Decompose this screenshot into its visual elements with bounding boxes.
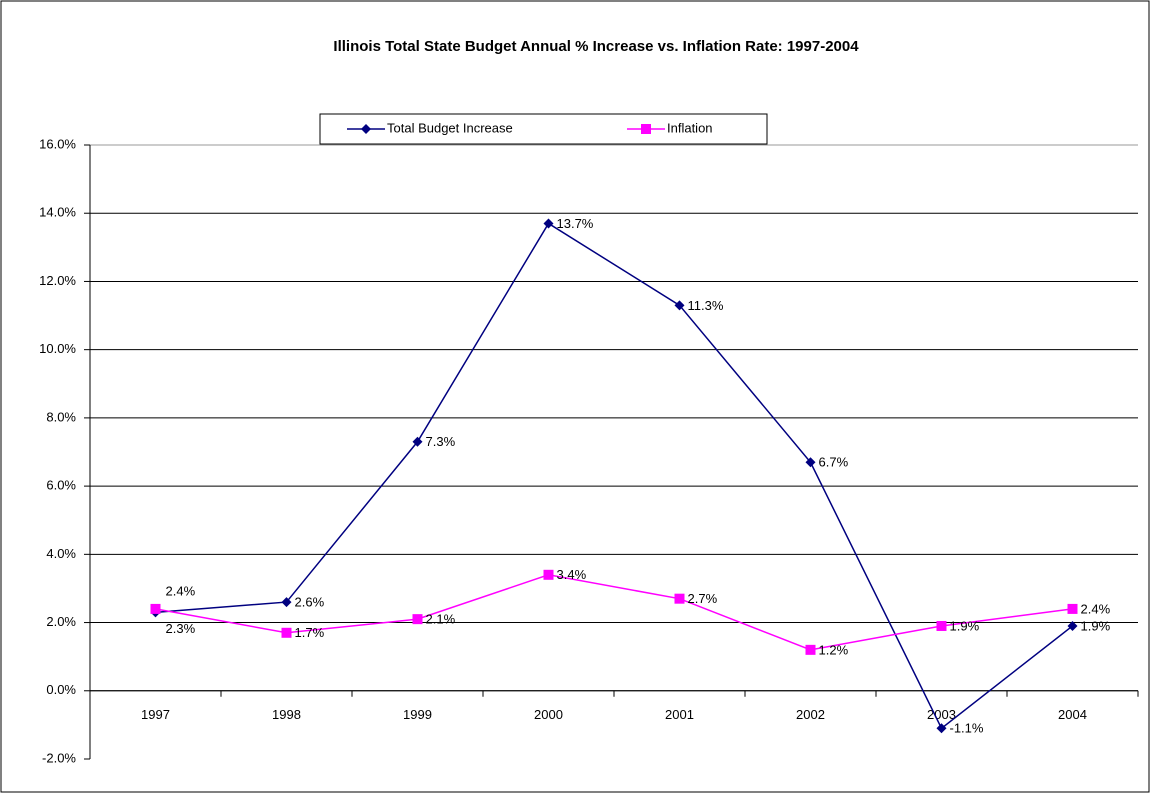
marker — [543, 569, 554, 580]
data-label: 6.7% — [819, 455, 849, 470]
y-tick-label: 6.0% — [46, 478, 76, 493]
x-tick-label: 2000 — [534, 707, 563, 722]
legend-label: Inflation — [667, 120, 713, 135]
data-label: 2.4% — [166, 583, 196, 598]
x-tick-label: 1997 — [141, 707, 170, 722]
marker — [412, 614, 423, 625]
y-tick-label: 14.0% — [39, 205, 76, 220]
legend-box — [319, 113, 768, 145]
marker — [412, 436, 423, 447]
y-tick-label: 4.0% — [46, 546, 76, 561]
marker — [674, 593, 685, 604]
y-tick-label: 12.0% — [39, 273, 76, 288]
y-tick-label: 0.0% — [46, 682, 76, 697]
marker — [674, 300, 685, 311]
marker — [641, 124, 651, 134]
y-tick-label: -2.0% — [42, 750, 76, 765]
marker — [805, 457, 816, 468]
data-label: 1.9% — [950, 618, 980, 633]
marker — [936, 723, 947, 734]
chart-title: Illinois Total State Budget Annual % Inc… — [333, 38, 859, 55]
data-label: 2.4% — [1081, 601, 1111, 616]
y-tick-label: 2.0% — [46, 614, 76, 629]
data-label: 1.2% — [819, 642, 849, 657]
y-tick-label: 10.0% — [39, 341, 76, 356]
data-label: 2.6% — [295, 595, 325, 610]
y-tick-label: 16.0% — [39, 136, 76, 151]
data-label: 2.1% — [426, 612, 456, 627]
marker — [936, 620, 947, 631]
y-tick-label: 8.0% — [46, 409, 76, 424]
x-tick-label: 2002 — [796, 707, 825, 722]
data-label: -1.1% — [950, 721, 984, 736]
data-label: 2.7% — [688, 591, 718, 606]
marker — [150, 603, 161, 614]
data-label: 1.9% — [1081, 618, 1111, 633]
x-tick-label: 2001 — [665, 707, 694, 722]
marker — [1067, 620, 1078, 631]
data-label: 7.3% — [426, 434, 456, 449]
x-tick-label: 1998 — [272, 707, 301, 722]
data-label: 2.3% — [166, 621, 196, 636]
x-tick-label: 1999 — [403, 707, 432, 722]
series-line — [155, 574, 1073, 651]
marker — [1067, 603, 1078, 614]
data-label: 13.7% — [557, 216, 594, 231]
x-tick-label: 2003 — [927, 707, 956, 722]
legend-label: Total Budget Increase — [387, 120, 513, 135]
marker — [805, 644, 816, 655]
series-line — [155, 222, 1073, 730]
data-label: 11.3% — [688, 298, 724, 313]
marker — [361, 124, 371, 134]
data-label: 3.4% — [557, 567, 587, 582]
marker — [281, 627, 292, 638]
x-tick-label: 2004 — [1058, 707, 1087, 722]
marker — [281, 597, 292, 608]
data-label: 1.7% — [295, 625, 325, 640]
marker — [543, 218, 554, 229]
